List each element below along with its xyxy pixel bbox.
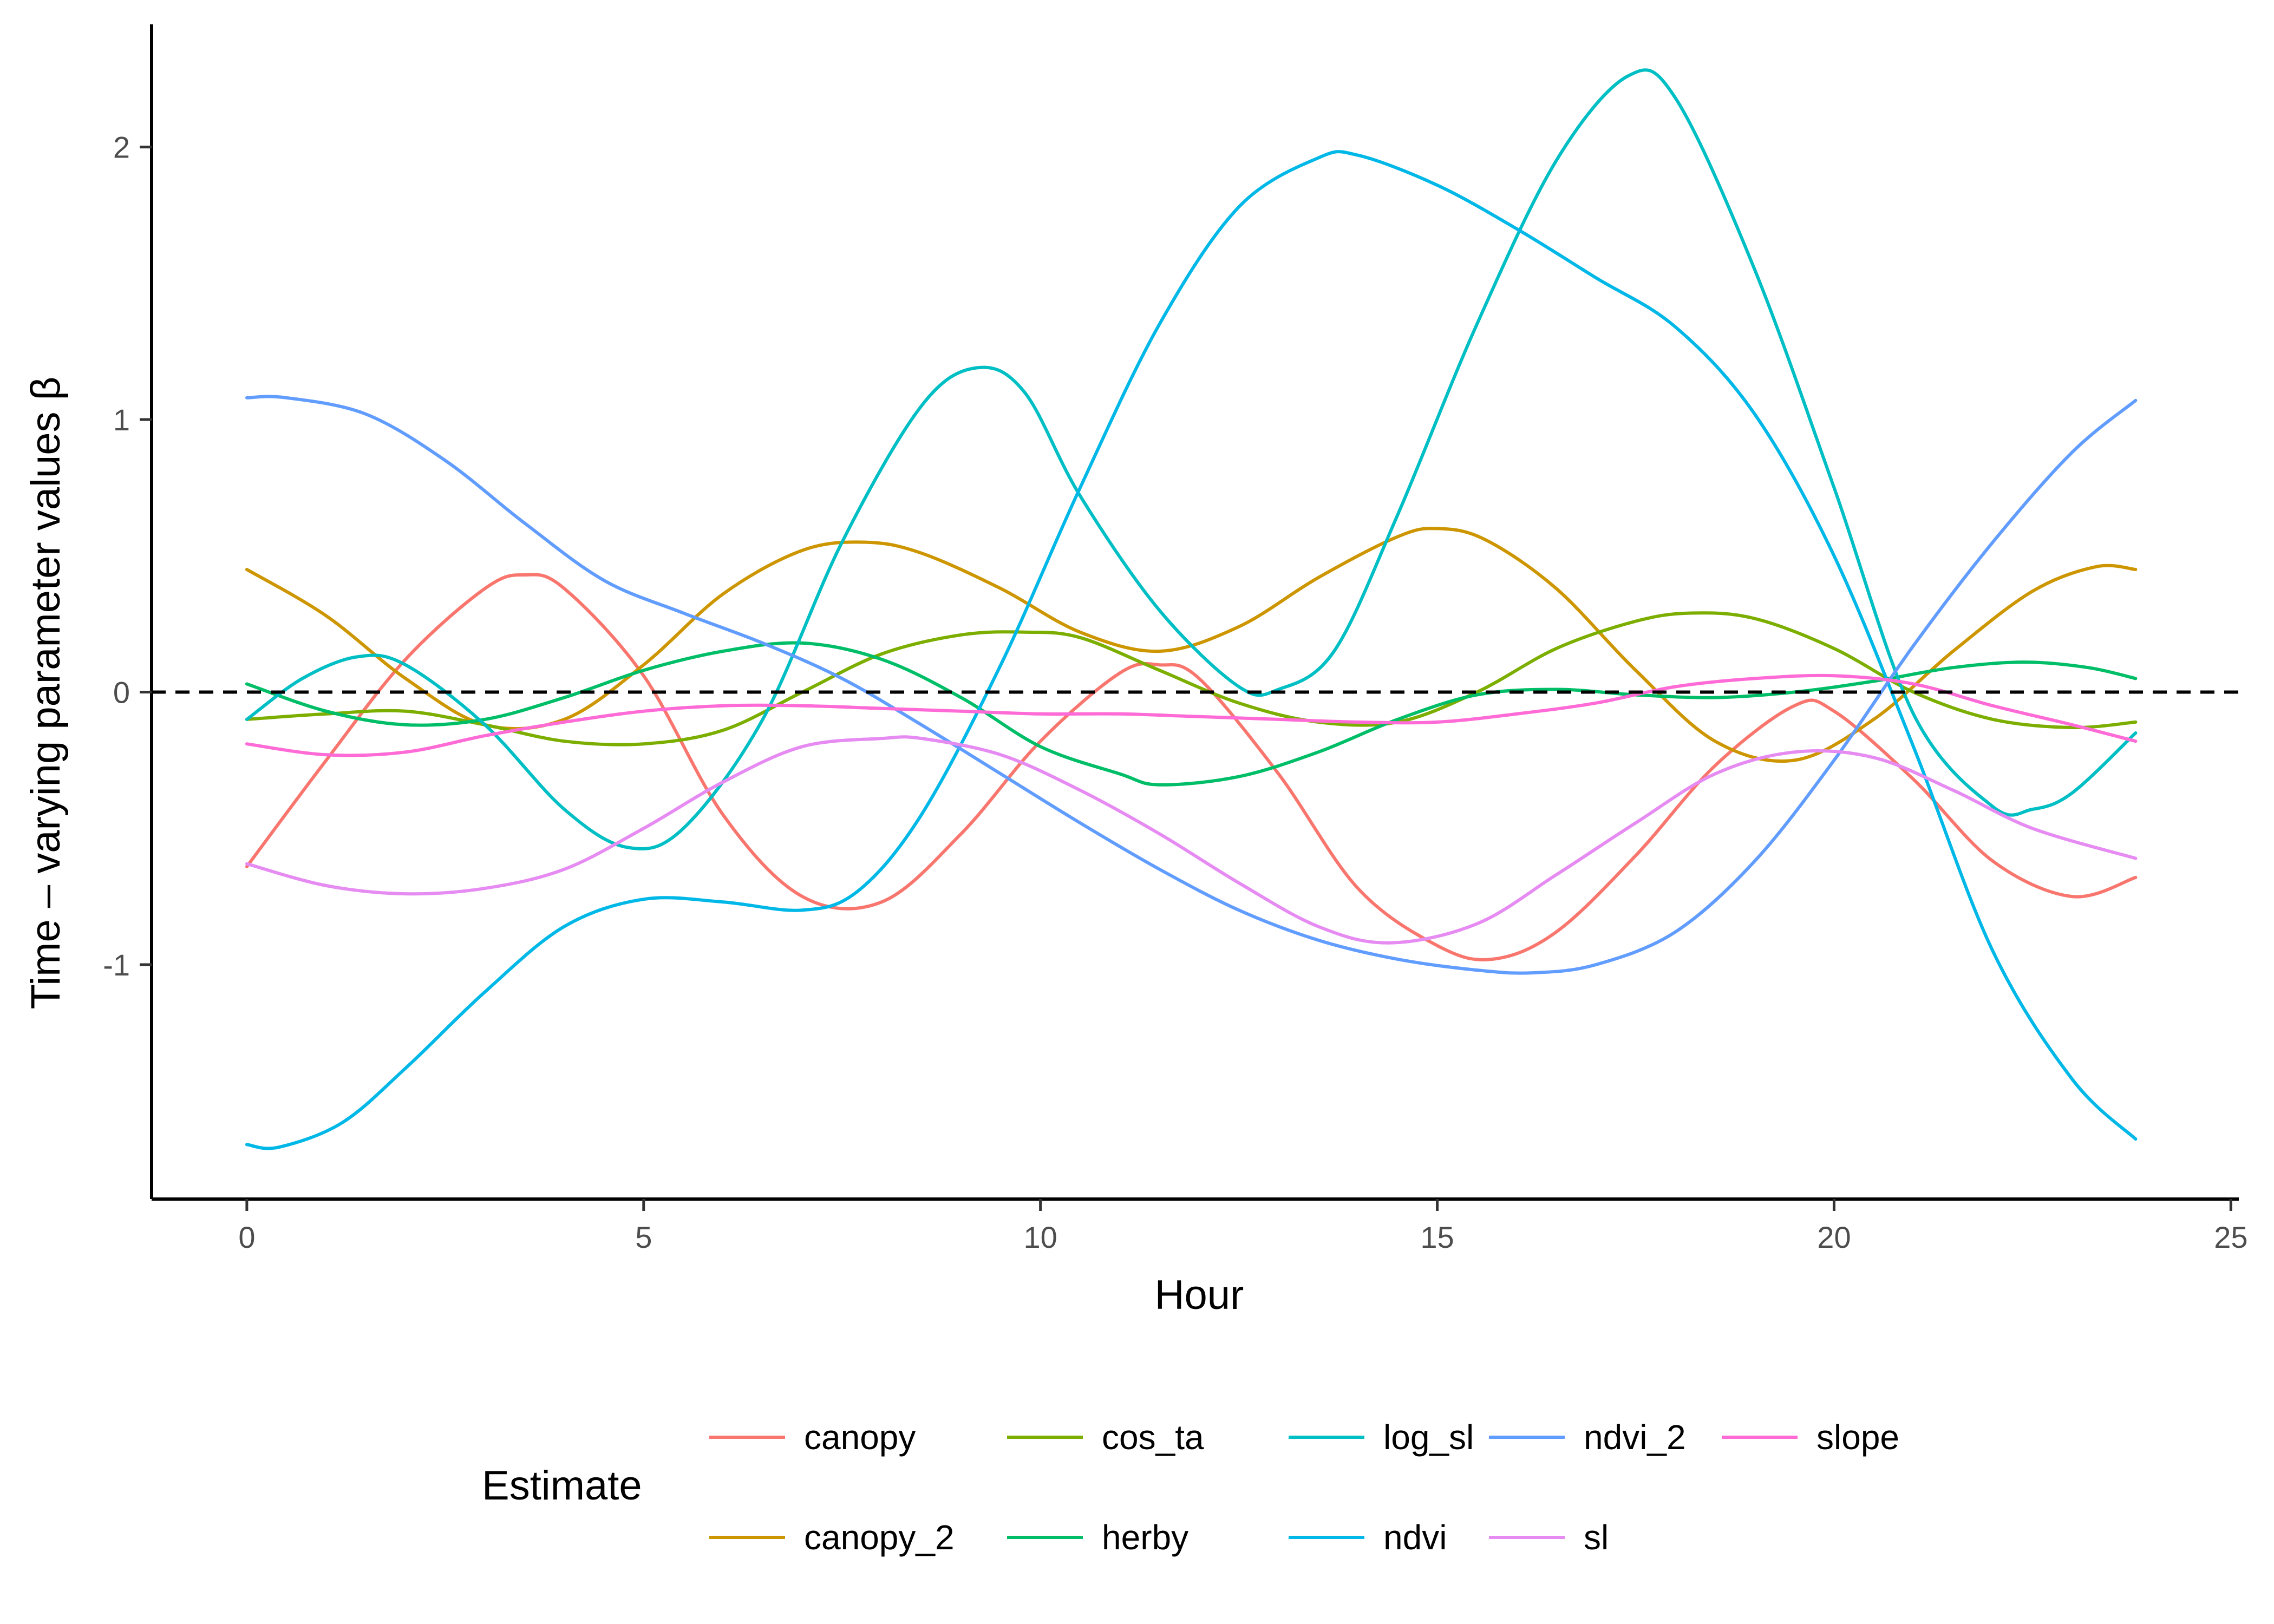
legend-label-sl: sl <box>1584 1518 1609 1557</box>
legend-title: Estimate <box>482 1463 642 1509</box>
series-line-sl <box>245 735 2138 945</box>
x-axis-title: Hour <box>1155 1272 1244 1318</box>
legend-label-herby: herby <box>1102 1518 1188 1557</box>
y-tick-label: 0 <box>113 676 130 710</box>
y-axis-ticks: -1 0 1 2 <box>103 130 152 982</box>
legend-label-log_sl: log_sl <box>1383 1418 1474 1457</box>
y-axis-title: Time – varying parameter values β <box>23 377 69 1010</box>
legend-label-cos_ta: cos_ta <box>1102 1418 1204 1457</box>
legend-label-ndvi_2: ndvi_2 <box>1584 1418 1686 1457</box>
x-axis-ticks: 0 5 10 15 20 25 <box>238 1199 2247 1254</box>
series-line-canopy_2 <box>245 527 2138 763</box>
y-tick-label: 1 <box>113 403 130 437</box>
y-tick-label: -1 <box>103 948 130 982</box>
x-tick-label: 10 <box>1024 1220 1057 1254</box>
series-line-cos_ta <box>245 611 2138 746</box>
series-line-ndvi <box>245 150 2138 1150</box>
series-line-slope <box>245 673 2138 757</box>
x-tick-label: 25 <box>2214 1220 2247 1254</box>
legend-label-ndvi: ndvi <box>1383 1518 1447 1557</box>
series-line-ndvi_2 <box>245 395 2138 975</box>
series-line-herby <box>245 641 2138 787</box>
legend-label-canopy: canopy <box>804 1418 916 1457</box>
legend-label-canopy_2: canopy_2 <box>804 1518 955 1557</box>
x-tick-label: 0 <box>238 1220 255 1254</box>
y-tick-label: 2 <box>113 130 130 165</box>
legend-label-slope: slope <box>1816 1418 1899 1457</box>
x-tick-label: 5 <box>635 1220 652 1254</box>
x-tick-label: 15 <box>1420 1220 1454 1254</box>
plot-lines <box>245 68 2138 1150</box>
x-tick-label: 20 <box>1817 1220 1851 1254</box>
series-line-canopy <box>245 573 2138 962</box>
